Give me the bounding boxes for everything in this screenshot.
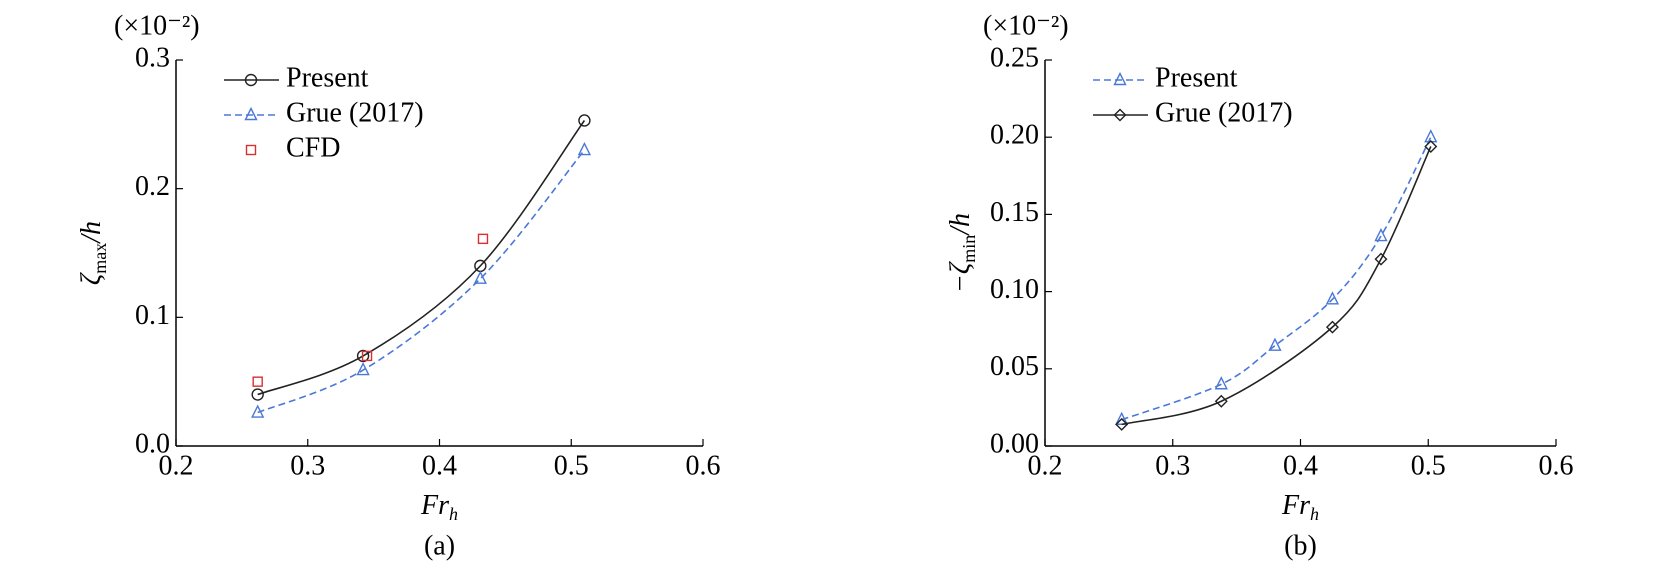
y-label-tail: /h — [76, 221, 107, 245]
caption: (a) — [424, 530, 455, 561]
marker — [1268, 337, 1282, 351]
marker — [251, 388, 264, 401]
marker — [1325, 320, 1339, 334]
series-line — [1121, 136, 1432, 421]
y-label: ζmax/h — [76, 221, 110, 285]
y-tick-label: 0.2 — [135, 171, 170, 202]
series — [251, 142, 592, 418]
x-tick-label: 0.3 — [290, 450, 325, 481]
marker — [1113, 71, 1127, 86]
y-tick-label: 0.0 — [135, 428, 170, 459]
legend-label: Present — [1155, 62, 1238, 93]
x-label-sub: h — [1310, 504, 1319, 524]
legend-label: Grue (2017) — [1155, 97, 1293, 128]
y-tick-label: 0.15 — [990, 197, 1039, 228]
x-label-main: Fr — [420, 490, 449, 521]
x-tick-label: 0.2 — [1028, 450, 1063, 481]
marker — [1115, 417, 1129, 431]
marker — [1424, 139, 1438, 153]
y-tick-label: 0.05 — [990, 351, 1039, 382]
marker — [1374, 252, 1388, 266]
series — [1115, 139, 1438, 431]
x-tick-label: 0.4 — [1283, 450, 1318, 481]
y-label: −ζmin/h — [945, 213, 979, 293]
x-label-main: Fr — [1281, 490, 1310, 521]
x-tick-label: 0.6 — [686, 450, 721, 481]
marker — [361, 350, 373, 362]
y-label-sub: max — [90, 243, 110, 274]
marker — [251, 404, 265, 418]
series — [251, 114, 591, 401]
series — [252, 233, 489, 387]
caption: (b) — [1284, 530, 1317, 561]
marker — [477, 233, 489, 245]
y-label-main: −ζ — [945, 261, 976, 293]
marker — [245, 144, 257, 156]
marker — [244, 73, 258, 87]
marker — [1325, 291, 1340, 305]
marker — [473, 270, 487, 284]
legend-label: CFD — [286, 132, 340, 163]
y-tick-label: 0.10 — [990, 274, 1039, 305]
marker — [252, 376, 263, 387]
marker — [356, 349, 370, 363]
y-tick-label: 0.00 — [990, 428, 1039, 459]
series-line — [1121, 146, 1432, 426]
marker — [1113, 108, 1127, 122]
marker — [577, 142, 592, 156]
series-line — [257, 120, 586, 396]
x-tick-label: 0.5 — [1411, 450, 1446, 481]
x-tick-label: 0.5 — [554, 450, 589, 481]
x-label: Frh — [420, 490, 458, 524]
y-tick-label: 0.20 — [990, 120, 1039, 151]
legend-label: Present — [286, 62, 369, 93]
x-tick-label: 0.4 — [422, 450, 457, 481]
x-label-sub: h — [449, 504, 458, 524]
y-label-sub: min — [959, 235, 979, 263]
y-tick-label: 0.3 — [135, 42, 170, 73]
y-tick-label: 0.25 — [990, 42, 1039, 73]
multiplier: (×10⁻²) — [114, 10, 200, 41]
marker — [1214, 376, 1228, 390]
series-line — [257, 149, 586, 414]
marker — [578, 114, 591, 127]
x-tick-label: 0.2 — [159, 450, 194, 481]
marker — [1374, 227, 1388, 242]
x-label: Frh — [1281, 490, 1319, 524]
x-tick-label: 0.3 — [1155, 450, 1190, 481]
marker — [244, 106, 258, 121]
series — [1115, 129, 1438, 425]
multiplier: (×10⁻²) — [983, 10, 1069, 41]
marker — [356, 362, 370, 376]
y-label-tail: /h — [945, 213, 976, 237]
y-tick-label: 0.1 — [135, 300, 170, 331]
legend-label: Grue (2017) — [286, 97, 424, 128]
marker — [1214, 394, 1228, 408]
y-label-main: ζ — [76, 272, 107, 285]
x-tick-label: 0.6 — [1539, 450, 1574, 481]
